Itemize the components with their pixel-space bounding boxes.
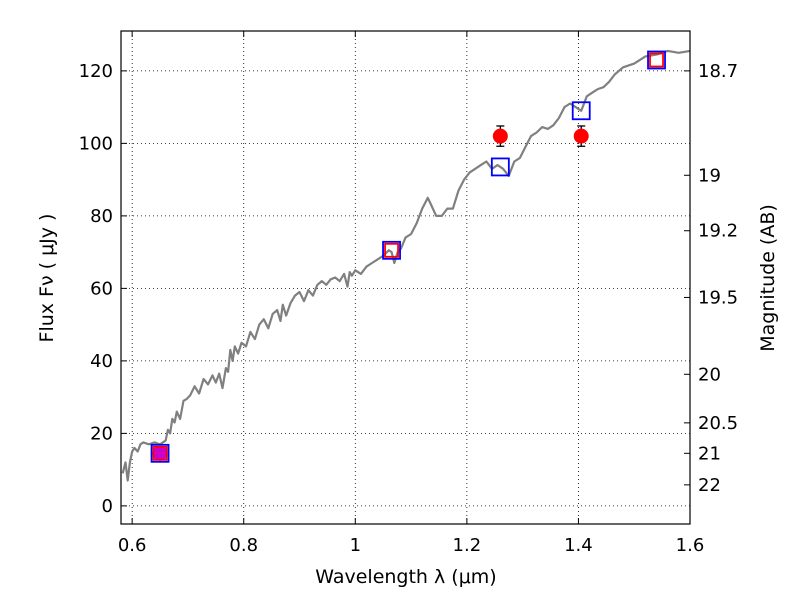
spectrum-line <box>121 49 691 482</box>
spectrum-layer <box>121 49 691 482</box>
y-tick-label: 120 <box>79 61 113 82</box>
axis-ticks <box>121 31 691 524</box>
x-tick-label: 1.2 <box>453 535 482 556</box>
right-tick-label: 21 <box>698 443 721 464</box>
y-axis-label: Flux Fν ( μJy ) <box>36 214 58 343</box>
data-point-square <box>150 443 170 463</box>
photometry-markers <box>150 50 666 463</box>
x-tick-label: 1 <box>350 535 361 556</box>
x-tick-label: 0.6 <box>118 535 147 556</box>
y-tick-label: 0 <box>102 496 113 517</box>
data-point-circle <box>573 128 589 144</box>
data-point-square <box>384 242 399 258</box>
plot-frame <box>120 30 691 525</box>
x-tick-label: 1.4 <box>564 535 593 556</box>
x-axis-label: Wavelength λ (μm) <box>315 566 496 588</box>
y-tick-label: 80 <box>90 206 113 227</box>
y-tick-label: 20 <box>90 423 113 444</box>
right-tick-label: 19 <box>698 165 721 186</box>
data-point-square <box>571 101 591 121</box>
data-point-circle <box>152 445 168 461</box>
right-tick-label: 19.2 <box>698 221 738 242</box>
data-point-square <box>647 50 666 70</box>
right-tick-label: 19.5 <box>698 287 738 308</box>
x-tick-label: 1.6 <box>676 535 705 556</box>
right-tick-label: 20.5 <box>698 413 738 434</box>
right-tick-label: 22 <box>698 475 721 496</box>
y-tick-label: 100 <box>79 133 113 154</box>
tick-labels: 0.6 0.8 1 1.2 1.4 1.6 0 20 40 60 80 100 120 18.7 19 19.… <box>79 61 738 556</box>
data-point-square <box>382 240 401 260</box>
x-tick-label: 0.8 <box>229 535 258 556</box>
data-point-square <box>649 52 664 68</box>
right-tick-label: 18.7 <box>698 61 738 82</box>
grid-lines <box>121 31 691 524</box>
data-point-square <box>152 445 168 461</box>
right-tick-label: 20 <box>698 364 721 385</box>
data-point-square <box>490 157 510 177</box>
y-tick-label: 60 <box>90 278 113 299</box>
right-axis-label: Magnitude (AB) <box>757 204 779 352</box>
y-tick-label: 40 <box>90 351 113 372</box>
data-point-circle <box>492 128 508 144</box>
